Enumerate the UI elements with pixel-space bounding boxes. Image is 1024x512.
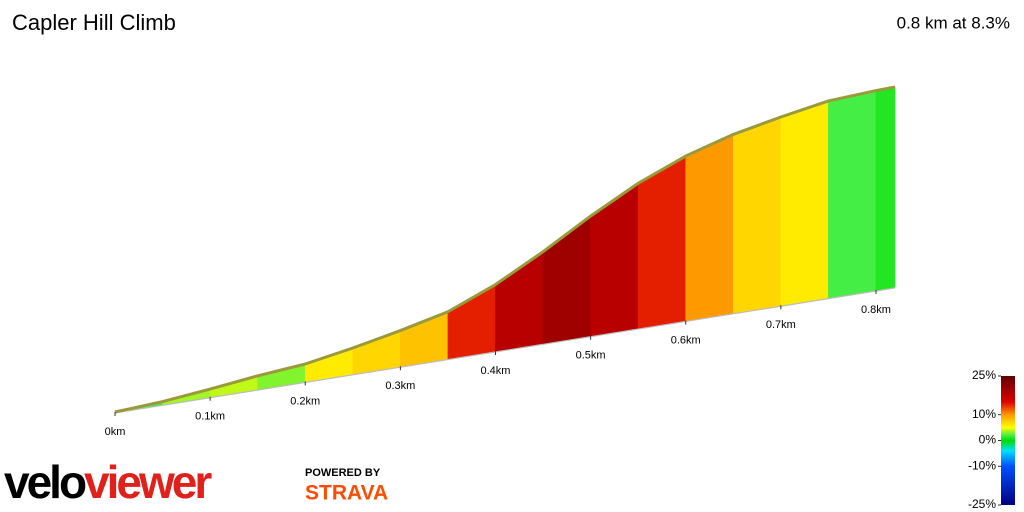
logo: veloviewer <box>4 456 212 508</box>
gradient-segment <box>637 155 687 329</box>
powered-by: POWERED BY <box>305 467 381 479</box>
profile-top <box>114 85 896 414</box>
gradient-segment <box>875 86 896 291</box>
x-tick-label: 0km <box>105 426 126 438</box>
x-tick-label: 0.8km <box>861 304 891 316</box>
gradient-segment <box>590 182 639 337</box>
gradient-segment <box>685 133 734 321</box>
legend-tick-label: -10% <box>968 458 996 472</box>
gradient-segment <box>257 363 306 390</box>
x-tick-label: 0.7km <box>766 319 796 331</box>
x-tick-label: 0.6km <box>671 334 701 346</box>
x-tick-label: 0.3km <box>385 380 415 392</box>
gradient-segment <box>352 330 401 375</box>
gradient-segment <box>732 116 782 314</box>
legend-tick-label: 0% <box>979 433 997 447</box>
x-tick-label: 0.5km <box>576 350 606 362</box>
logo-velo: velo <box>4 456 86 508</box>
legend-tick-label: 25% <box>972 368 996 382</box>
legend-tick-label: 10% <box>972 407 996 421</box>
logo-viewer: viewer <box>84 456 212 508</box>
color-legend <box>1001 376 1015 505</box>
legend-tick-label: -25% <box>968 497 996 511</box>
gradient-segment <box>828 90 877 299</box>
chart-subtitle: 0.8 km at 8.3% <box>897 13 1010 32</box>
x-tick-label: 0.1km <box>195 411 225 423</box>
gradient-segment <box>447 284 496 359</box>
strava-logo: STRAVA <box>305 482 388 505</box>
gradient-segment <box>780 100 829 306</box>
x-tick-label: 0.2km <box>290 395 320 407</box>
chart-title: Capler Hill Climb <box>12 10 176 35</box>
x-tick-label: 0.4km <box>481 365 511 377</box>
